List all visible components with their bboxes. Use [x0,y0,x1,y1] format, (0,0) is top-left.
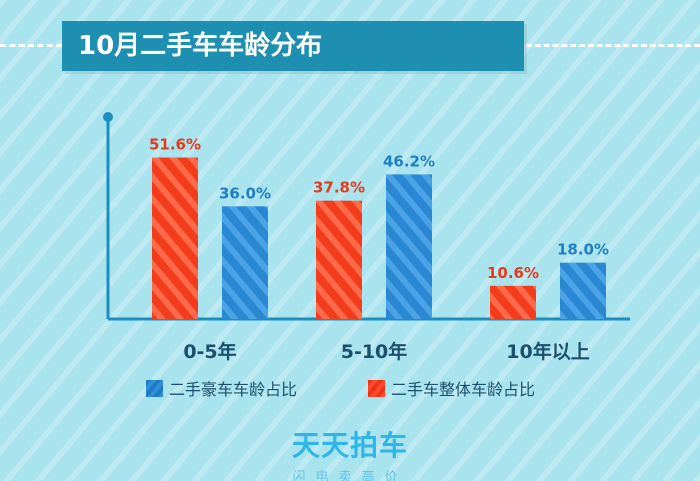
legend-item-overall: 二手车整体车龄占比 [368,378,536,399]
brand-logo: 天天拍车 [291,429,408,462]
legend-label-luxury: 二手豪车车龄占比 [169,380,298,399]
data-label-overall-2: 10.6% [487,264,539,282]
brand-slogan: 闪电卖高价 [292,470,408,481]
chart-title: 10月二手车车龄分布 [62,21,524,71]
category-label-2: 10年以上 [506,340,589,363]
data-label-overall-1: 37.8% [313,179,365,197]
legend-item-luxury: 二手豪车车龄占比 [146,378,298,399]
data-label-luxury-0: 36.0% [219,184,271,202]
bar-overall-0 [152,157,198,319]
category-label-0: 0-5年 [183,340,236,363]
legend-swatch-blue [146,379,163,397]
y-axis-cap [103,112,113,122]
data-label-overall-0: 51.6% [149,135,201,153]
legend-swatch-red [368,379,385,397]
category-label-group: 0-5年 5-10年 10年以上 [183,340,589,363]
bar-overall-1 [316,200,362,319]
data-label-luxury-2: 18.0% [557,241,609,259]
data-label-group: 51.6% 36.0% 37.8% 46.2% 10.6% 18.0% [149,135,609,281]
bar-overall-2 [490,285,536,319]
bar-group [152,157,606,319]
legend-label-overall: 二手车整体车龄占比 [391,380,536,399]
bar-luxury-1 [386,174,432,319]
title-dash-left [0,44,62,47]
bar-luxury-2 [560,262,606,319]
bar-luxury-0 [222,206,268,319]
category-label-1: 5-10年 [341,340,408,363]
title-dash-right [526,44,700,47]
data-label-luxury-1: 46.2% [383,152,435,170]
brand-footer: 天天拍车 闪电卖高价 [0,424,700,481]
